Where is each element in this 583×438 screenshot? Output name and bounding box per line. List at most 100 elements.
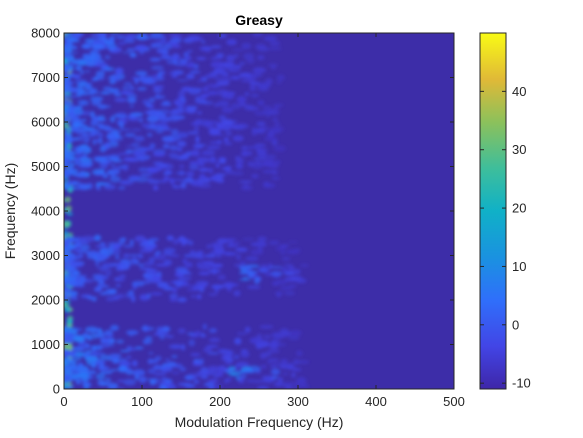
heatmap-cell xyxy=(249,81,260,86)
heatmap-cell xyxy=(146,115,159,123)
heatmap-cell xyxy=(65,355,70,359)
heatmap-cell xyxy=(203,382,215,387)
heatmap-cell xyxy=(139,247,154,253)
heatmap-cell xyxy=(64,130,68,134)
heatmap-cell xyxy=(122,166,129,171)
heatmap-cell xyxy=(117,365,128,373)
heatmap-cell xyxy=(66,212,73,216)
heatmap-cell xyxy=(99,146,107,153)
heatmap-cell xyxy=(81,110,92,116)
heatmap-cell xyxy=(138,376,147,384)
heatmap-cell xyxy=(189,161,202,165)
heatmap-cell xyxy=(249,84,256,92)
x-axis: 0 100 200 300 400 500 xyxy=(60,33,465,409)
heatmap-cell xyxy=(130,128,142,132)
heatmap-cell xyxy=(252,33,263,38)
heatmap-cell xyxy=(69,95,77,98)
heatmap-cell xyxy=(64,196,71,203)
heatmap-cell xyxy=(112,114,122,118)
plot-area xyxy=(63,32,455,390)
heatmap-cell xyxy=(84,343,91,349)
heatmap-cell xyxy=(228,366,236,371)
heatmap-cell xyxy=(64,173,71,178)
heatmap-cell xyxy=(168,344,183,349)
heatmap-cell xyxy=(244,326,251,333)
y-tick-label: 8000 xyxy=(31,26,60,41)
heatmap-cell xyxy=(148,352,154,355)
heatmap-cell xyxy=(125,294,136,299)
heatmap-cell xyxy=(66,112,75,117)
heatmap-cell xyxy=(233,365,238,372)
x-tick-label: 500 xyxy=(443,394,465,409)
heatmap-cell xyxy=(184,384,196,388)
heatmap-cell xyxy=(153,273,163,276)
heatmap-cell xyxy=(83,385,90,389)
heatmap-cell xyxy=(218,34,227,38)
heatmap-cell xyxy=(104,377,112,385)
heatmap-cell xyxy=(246,146,259,149)
heatmap-cell xyxy=(159,366,165,370)
heatmap-cell xyxy=(203,347,213,353)
heatmap-cell xyxy=(118,152,131,155)
heatmap-cell xyxy=(216,67,226,73)
heatmap-cell xyxy=(134,373,139,381)
heatmap-cell xyxy=(224,142,233,145)
heatmap-cell xyxy=(219,158,227,164)
heatmap-cell xyxy=(226,38,237,46)
heatmap-cell xyxy=(148,97,156,103)
heatmap-cell xyxy=(271,169,278,176)
heatmap-cell xyxy=(73,248,82,253)
heatmap-cell xyxy=(245,270,259,274)
heatmap-cell xyxy=(193,379,200,384)
heatmap-cell xyxy=(284,291,296,296)
heatmap-cell xyxy=(262,105,272,110)
heatmap-cell xyxy=(107,382,119,389)
heatmap-cell xyxy=(215,163,220,168)
heatmap-cell xyxy=(138,263,145,267)
heatmap-cell xyxy=(80,124,88,128)
heatmap-cell xyxy=(200,332,206,337)
heatmap-cell xyxy=(64,281,67,287)
heatmap-cell xyxy=(99,292,108,295)
heatmap-cell xyxy=(78,372,90,376)
heatmap-cell xyxy=(181,344,186,351)
heatmap-cell xyxy=(129,175,142,180)
heatmap-cell xyxy=(172,58,178,65)
heatmap-cell xyxy=(93,76,99,82)
heatmap-cell xyxy=(116,379,126,383)
heatmap-cell xyxy=(240,150,248,157)
heatmap-cell xyxy=(195,358,201,364)
heatmap-cell xyxy=(108,75,116,79)
heatmap-cell xyxy=(92,298,97,302)
heatmap-cell xyxy=(96,283,107,287)
heatmap-cell xyxy=(126,48,136,52)
heatmap-cell xyxy=(173,34,183,39)
heatmap-cell xyxy=(208,167,214,174)
heatmap-cell xyxy=(260,364,267,369)
heatmap-cell xyxy=(153,275,162,282)
heatmap-cell xyxy=(96,33,107,37)
heatmap-cell xyxy=(145,155,151,158)
heatmap-cell xyxy=(158,117,163,121)
heatmap-cell xyxy=(298,377,305,383)
heatmap-cell xyxy=(188,87,201,95)
heatmap-cell xyxy=(177,328,186,334)
heatmap-cell xyxy=(84,139,90,143)
heatmap-cell xyxy=(271,65,276,70)
heatmap-cell xyxy=(280,267,288,270)
heatmap-cell xyxy=(178,277,192,280)
heatmap-cell xyxy=(104,181,111,187)
heatmap-cell xyxy=(142,338,150,345)
heatmap-cell xyxy=(66,315,74,321)
heatmap-cell xyxy=(205,83,218,88)
heatmap-cell xyxy=(146,132,153,137)
heatmap-cell xyxy=(211,284,225,289)
colorbar-tick-label: -10 xyxy=(512,376,531,391)
heatmap-cell xyxy=(106,133,117,140)
heatmap-cell xyxy=(210,57,217,61)
heatmap-cell xyxy=(69,162,75,167)
heatmap-cell xyxy=(77,60,88,66)
heatmap-cell xyxy=(204,120,219,124)
heatmap-cell xyxy=(71,118,83,123)
heatmap-cell xyxy=(180,61,188,65)
